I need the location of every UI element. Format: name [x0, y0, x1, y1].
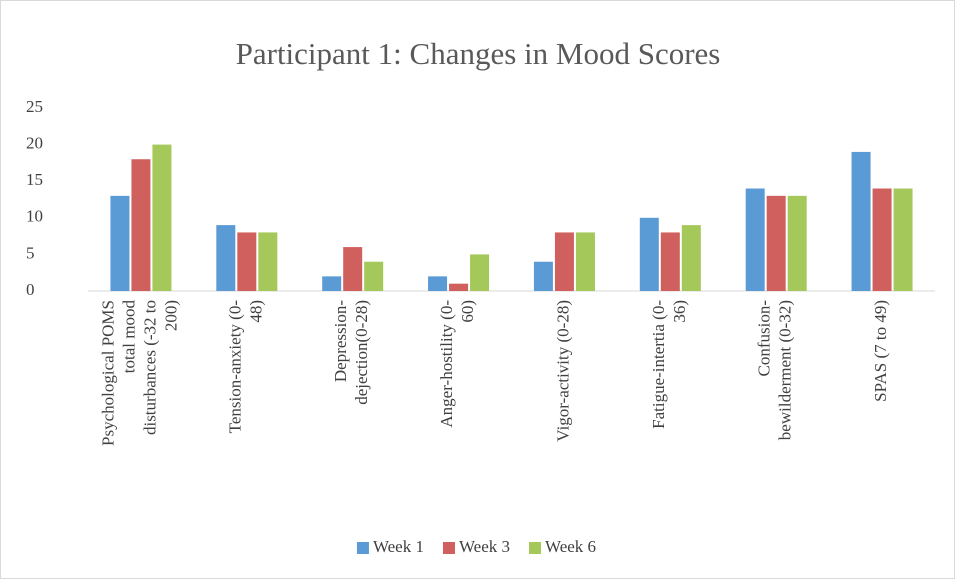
legend-swatch — [356, 542, 369, 554]
bar — [110, 195, 130, 291]
x-tick-label: Anger-hostility (0- 60) — [437, 300, 477, 428]
bar — [322, 276, 342, 291]
chart-title: Participant 1: Changes in Mood Scores — [236, 36, 721, 71]
y-tick-label: 0 — [26, 280, 35, 299]
y-tick-label: 25 — [26, 97, 43, 116]
bar — [152, 144, 172, 291]
y-tick-label: 5 — [26, 243, 35, 262]
bar — [216, 225, 236, 291]
bar — [681, 225, 701, 291]
legend-label: Week 3 — [459, 537, 510, 556]
bar — [766, 195, 786, 291]
bar — [872, 188, 892, 291]
x-tick-label: Fatigue-intertia (0- 36) — [649, 300, 689, 429]
bar — [639, 217, 659, 291]
x-tick-label: Tension-anxiety (0- 48) — [225, 300, 265, 434]
y-tick-label: 15 — [26, 170, 43, 189]
legend-label: Week 1 — [373, 537, 424, 556]
bar — [533, 261, 553, 291]
x-tick-label: Psychological POMS total mood disturbances… — [98, 300, 180, 446]
bar — [258, 232, 278, 291]
x-tick-label: SPAS (7 to 49) — [871, 300, 890, 402]
bar — [237, 232, 257, 291]
y-tick-label: 20 — [26, 134, 43, 153]
bar — [449, 283, 469, 291]
x-tick-label: Depression-dejection(0-28) — [331, 300, 371, 405]
bar — [470, 254, 490, 291]
bar — [131, 159, 151, 291]
x-tick-label: Confusion-bewilderment (0-32) — [755, 300, 795, 441]
legend-swatch — [529, 542, 542, 554]
bar — [364, 261, 384, 291]
legend-swatch — [442, 542, 455, 554]
bar — [893, 188, 913, 291]
bar — [851, 151, 871, 291]
bar — [787, 195, 807, 291]
bar — [660, 232, 680, 291]
y-tick-label: 10 — [26, 207, 43, 226]
bar — [745, 188, 765, 291]
legend-label: Week 6 — [545, 537, 596, 556]
bar — [343, 247, 363, 291]
bar — [554, 232, 574, 291]
x-tick-label: Vigor-activity (0-28) — [553, 300, 572, 442]
bar — [428, 276, 448, 291]
bar — [575, 232, 595, 291]
